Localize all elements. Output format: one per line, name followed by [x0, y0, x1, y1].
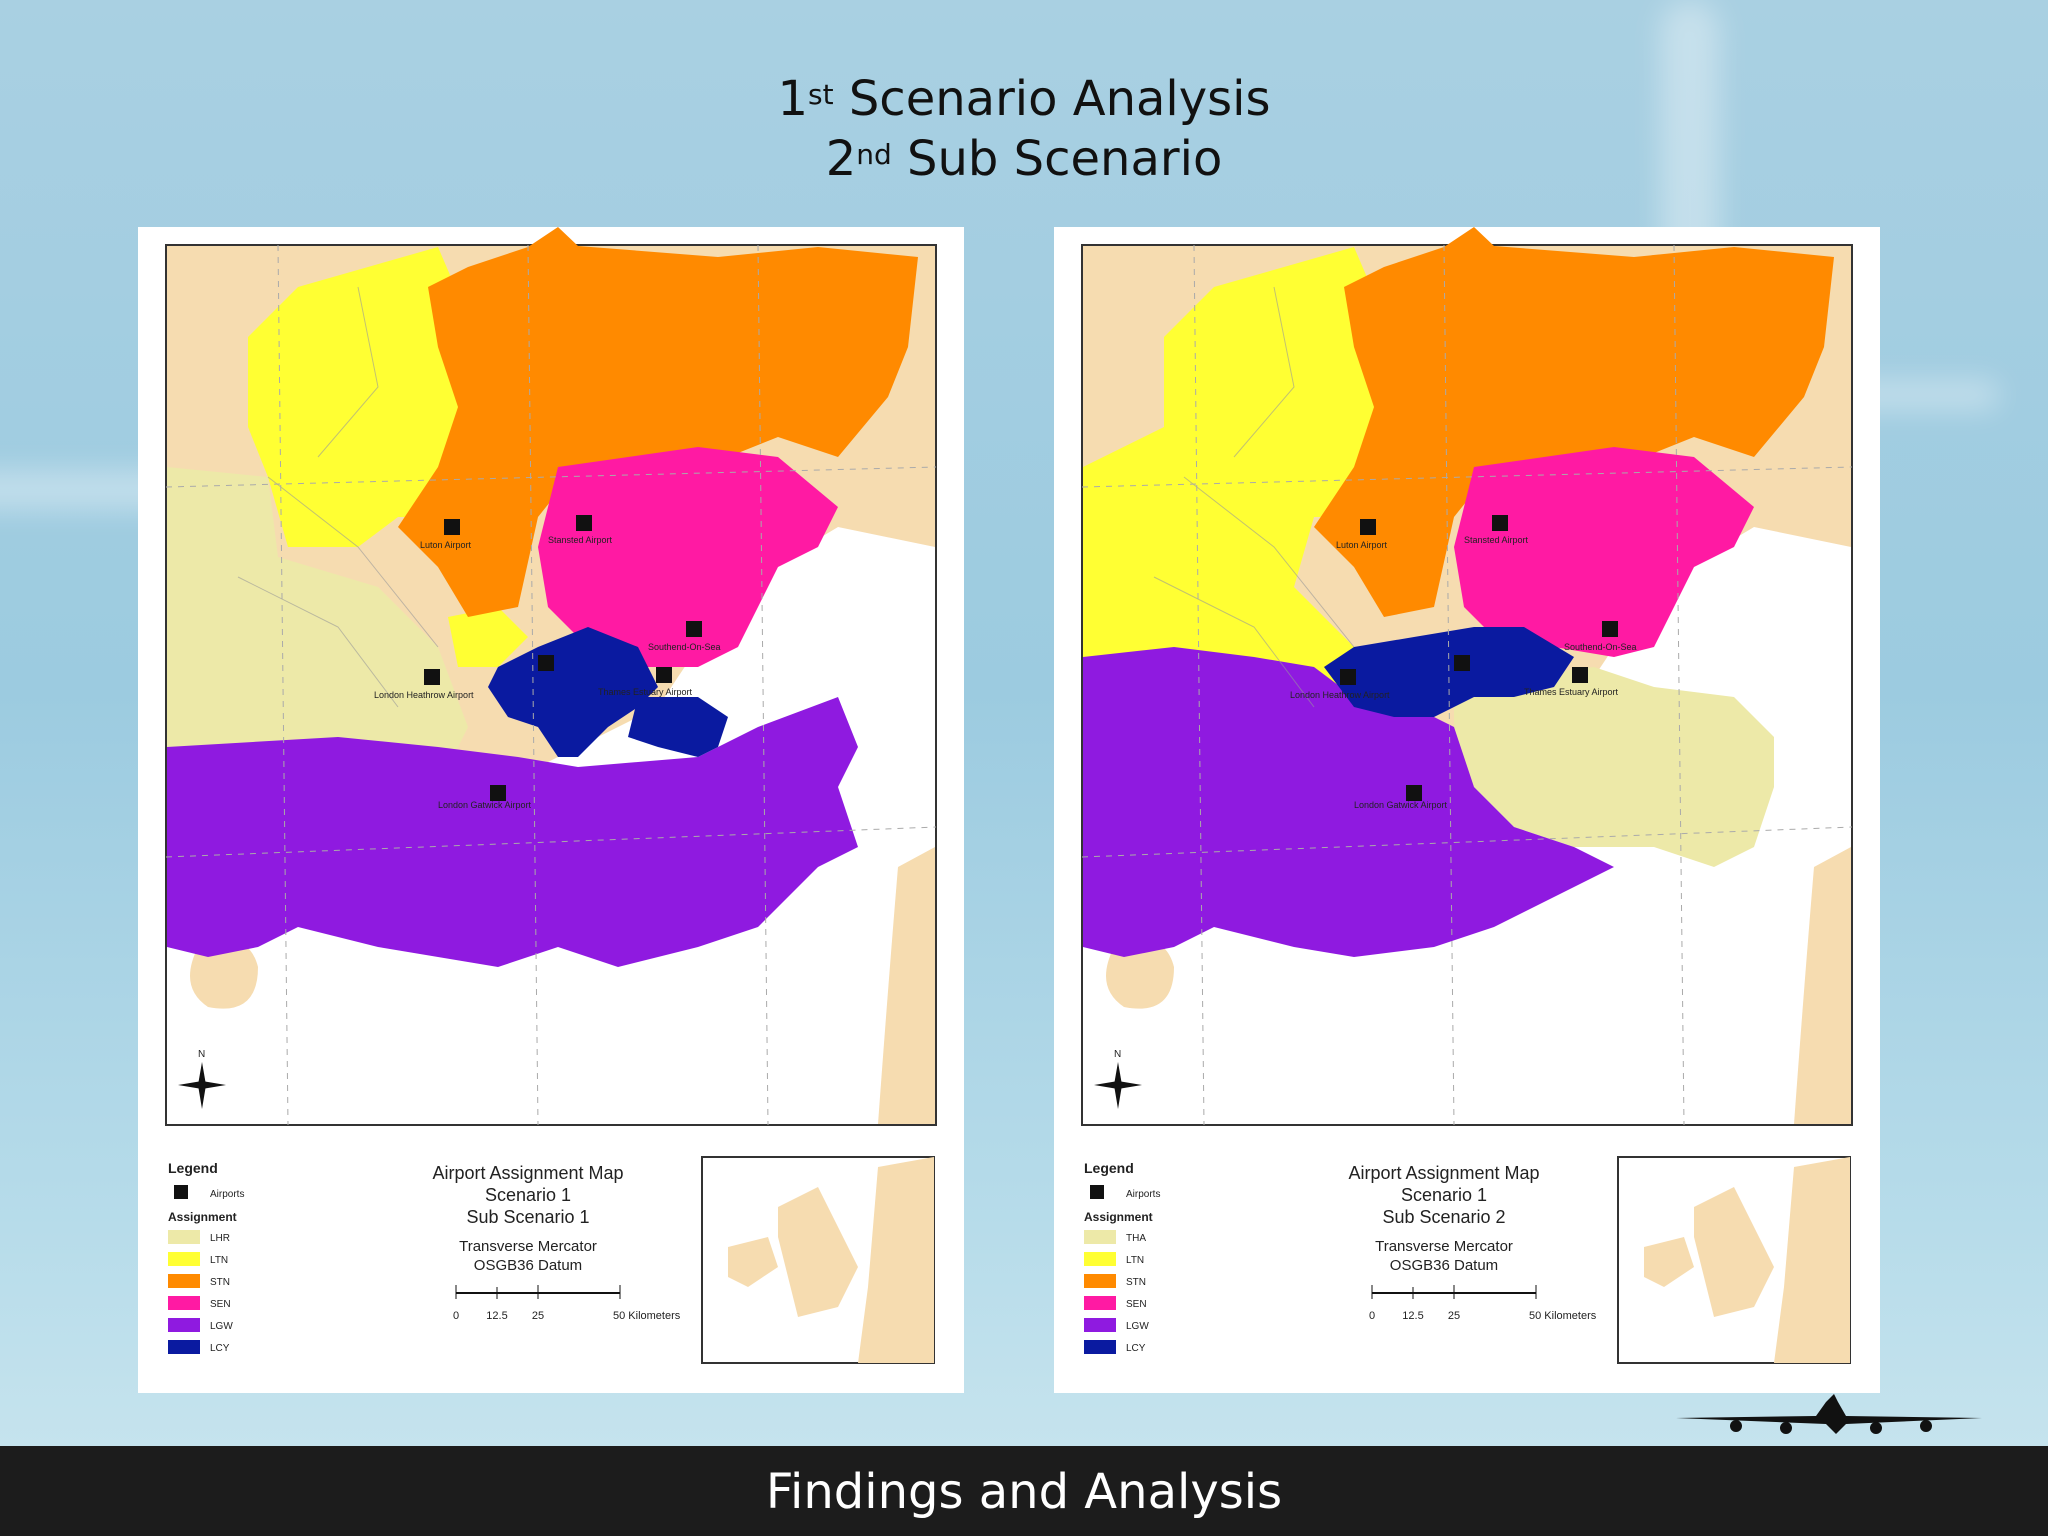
svg-text:Legend: Legend — [1084, 1160, 1134, 1176]
north-arrow: N — [1094, 1049, 1142, 1109]
svg-text:Luton Airport: Luton Airport — [1336, 540, 1388, 550]
north-arrow: N — [178, 1049, 226, 1109]
svg-text:50 Kilometers: 50 Kilometers — [613, 1310, 681, 1322]
legend: Legend Airports Assignment LHR LTN STN S… — [168, 1160, 244, 1354]
svg-text:Transverse Mercator: Transverse Mercator — [1375, 1238, 1513, 1255]
map-2-svg: Luton Airport Stansted Airport Southend-… — [1081, 227, 1853, 1364]
boundaries — [1153, 286, 1355, 708]
svg-text:LCY: LCY — [1126, 1343, 1146, 1354]
map-panel-sub-scenario-2: Luton Airport Stansted Airport Southend-… — [1054, 227, 1880, 1393]
svg-text:Airports: Airports — [210, 1189, 244, 1200]
region-sen — [1454, 447, 1754, 657]
region-ltn — [248, 247, 488, 547]
svg-text:London Heathrow Airport: London Heathrow Airport — [1290, 690, 1390, 700]
svg-text:London Gatwick Airport: London Gatwick Airport — [438, 800, 532, 810]
svg-text:Scenario 1: Scenario 1 — [485, 1185, 571, 1205]
svg-text:LHR: LHR — [210, 1233, 230, 1244]
svg-text:Assignment: Assignment — [1084, 1210, 1153, 1224]
region-tha — [1454, 667, 1774, 867]
svg-text:SEN: SEN — [210, 1299, 231, 1310]
svg-text:STN: STN — [1126, 1277, 1146, 1288]
svg-text:Thames Estuary Airport: Thames Estuary Airport — [1524, 687, 1619, 697]
svg-text:Scenario 1: Scenario 1 — [1401, 1185, 1487, 1205]
svg-text:25: 25 — [1448, 1310, 1460, 1322]
svg-text:0: 0 — [1369, 1310, 1375, 1322]
svg-text:Southend-On-Sea: Southend-On-Sea — [1564, 642, 1637, 652]
svg-text:Stansted Airport: Stansted Airport — [1464, 535, 1529, 545]
svg-text:LGW: LGW — [1126, 1321, 1149, 1332]
region-ltn — [1083, 247, 1404, 727]
svg-text:STN: STN — [210, 1277, 230, 1288]
slide-title-line2: 2nd Sub Scenario — [825, 131, 1223, 187]
map-info: Airport Assignment Map Scenario 1 Sub Sc… — [1348, 1163, 1539, 1274]
region-lgw — [167, 697, 858, 967]
footer-title: Findings and Analysis — [765, 1464, 1283, 1520]
svg-text:50 Kilometers: 50 Kilometers — [1529, 1310, 1597, 1322]
airplane-icon — [1676, 1394, 1982, 1434]
france-coast — [878, 847, 935, 1124]
scale-bar: 0 12.5 25 50 Kilometers — [1369, 1285, 1597, 1322]
region-stn — [398, 227, 918, 617]
airport-labels: Luton Airport Stansted Airport Southend-… — [1290, 535, 1637, 810]
svg-text:LGW: LGW — [210, 1321, 233, 1332]
svg-text:Luton Airport: Luton Airport — [420, 540, 472, 550]
region-ltn-south — [448, 607, 528, 667]
svg-text:12.5: 12.5 — [486, 1310, 507, 1322]
svg-text:Legend: Legend — [168, 1160, 218, 1176]
scale-bar: 0 12.5 25 50 Kilometers — [453, 1285, 681, 1322]
region-lgw — [1083, 647, 1614, 957]
region-lcy — [1324, 627, 1574, 717]
isle-of-wight — [190, 940, 258, 1009]
isle-of-wight — [1106, 940, 1174, 1009]
france-coast — [1794, 847, 1851, 1124]
svg-text:Airport Assignment Map: Airport Assignment Map — [432, 1163, 623, 1183]
graticule — [165, 244, 937, 1126]
svg-text:OSGB36 Datum: OSGB36 Datum — [1390, 1257, 1498, 1274]
map-info: Airport Assignment Map Scenario 1 Sub Sc… — [432, 1163, 623, 1274]
region-lcy — [488, 627, 658, 757]
svg-text:Sub Scenario 2: Sub Scenario 2 — [1382, 1207, 1505, 1227]
svg-text:12.5: 12.5 — [1402, 1310, 1423, 1322]
svg-text:Stansted Airport: Stansted Airport — [548, 535, 613, 545]
svg-text:Airport Assignment Map: Airport Assignment Map — [1348, 1163, 1539, 1183]
svg-text:THA: THA — [1126, 1233, 1146, 1244]
svg-text:LCY: LCY — [210, 1343, 230, 1354]
svg-text:London Gatwick Airport: London Gatwick Airport — [1354, 800, 1448, 810]
svg-text:N: N — [198, 1049, 205, 1060]
svg-text:Thames Estuary Airport: Thames Estuary Airport — [598, 687, 693, 697]
region-sen — [538, 447, 838, 667]
svg-text:OSGB36 Datum: OSGB36 Datum — [474, 1257, 582, 1274]
boundaries — [237, 286, 439, 708]
svg-text:0: 0 — [453, 1310, 459, 1322]
svg-text:Southend-On-Sea: Southend-On-Sea — [648, 642, 721, 652]
svg-text:Transverse Mercator: Transverse Mercator — [459, 1238, 597, 1255]
footer-bar — [0, 1446, 2048, 1536]
map-1-svg: Luton Airport Stansted Airport Southend-… — [165, 227, 937, 1364]
legend: Legend Airports Assignment THA LTN STN S… — [1084, 1160, 1160, 1354]
airport-markers — [1340, 515, 1618, 801]
region-lcy-east — [628, 697, 728, 757]
svg-text:London Heathrow Airport: London Heathrow Airport — [374, 690, 474, 700]
svg-text:Airports: Airports — [1126, 1189, 1160, 1200]
airport-markers — [424, 515, 702, 801]
svg-text:N: N — [1114, 1049, 1121, 1060]
svg-text:25: 25 — [532, 1310, 544, 1322]
svg-text:Sub Scenario 1: Sub Scenario 1 — [466, 1207, 589, 1227]
svg-text:Assignment: Assignment — [168, 1210, 237, 1224]
region-stn — [1314, 227, 1834, 617]
graticule — [1081, 244, 1853, 1126]
airport-labels: Luton Airport Stansted Airport Southend-… — [374, 535, 721, 810]
map-panel-sub-scenario-1: Luton Airport Stansted Airport Southend-… — [138, 227, 964, 1393]
svg-text:LTN: LTN — [1126, 1255, 1144, 1266]
svg-text:SEN: SEN — [1126, 1299, 1147, 1310]
inset-map — [1617, 1156, 1851, 1364]
region-lhr — [167, 467, 468, 787]
inset-map — [701, 1156, 935, 1364]
svg-text:LTN: LTN — [210, 1255, 228, 1266]
slide-title-line1: 1st Scenario Analysis — [777, 71, 1271, 127]
